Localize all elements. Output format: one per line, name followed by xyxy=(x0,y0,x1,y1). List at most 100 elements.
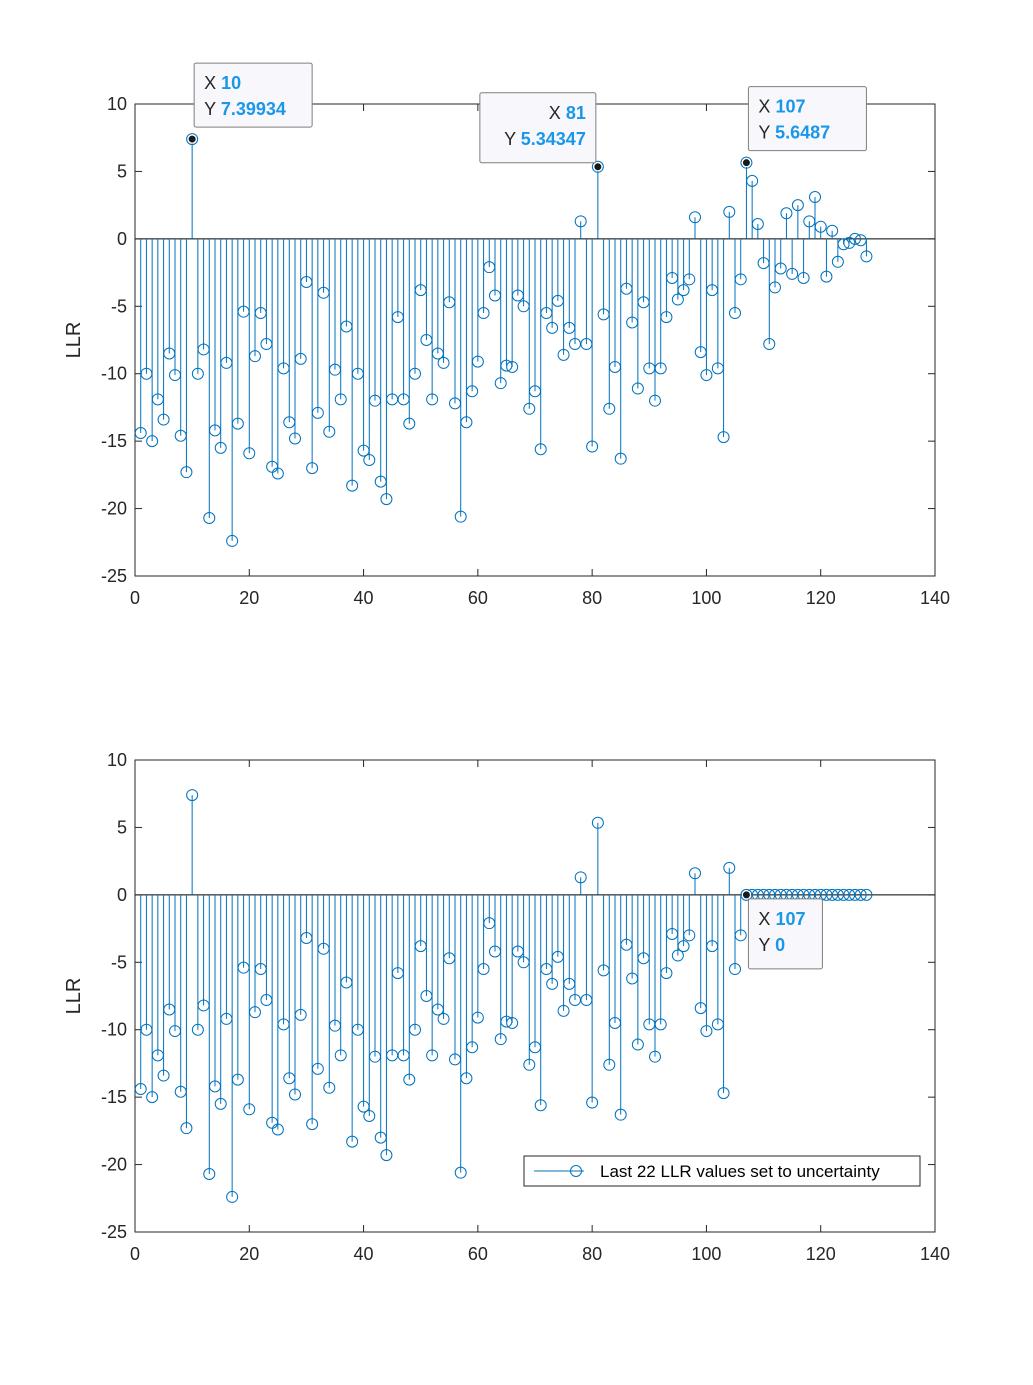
stem-marker xyxy=(729,963,741,976)
stem-marker xyxy=(700,369,713,382)
stem-marker xyxy=(769,281,781,294)
stem-marker xyxy=(380,1149,393,1162)
datatip-value: 81 xyxy=(566,103,586,123)
datatip-axis-label: Y xyxy=(504,129,521,149)
stem-marker xyxy=(214,1097,227,1110)
stem-marker xyxy=(506,360,519,373)
x-tick-label: 40 xyxy=(354,1244,374,1264)
datatip: X 107 Y 0 xyxy=(747,898,823,970)
stem-marker xyxy=(294,352,307,365)
datatip-axis-label: X xyxy=(204,73,221,93)
stem-marker xyxy=(546,321,559,334)
stem-marker xyxy=(649,1050,661,1063)
stem-marker xyxy=(306,1118,319,1131)
datatip-row: X 81 xyxy=(549,103,586,123)
stem-marker xyxy=(683,273,696,286)
stem-marker xyxy=(683,929,696,942)
stem-marker xyxy=(671,949,684,962)
datatip-row: X 107 xyxy=(758,97,805,117)
y-axis-label: LLR xyxy=(63,322,85,359)
stem-marker xyxy=(786,267,799,280)
stem-marker xyxy=(603,402,616,415)
stem-marker xyxy=(860,888,873,901)
stem-marker xyxy=(854,888,867,901)
stem-marker xyxy=(506,1016,519,1029)
stem-marker xyxy=(729,307,741,320)
stem-marker xyxy=(403,417,416,430)
stem-marker xyxy=(746,174,759,187)
stem-marker xyxy=(403,1073,416,1086)
stem-marker xyxy=(614,452,627,465)
stem-marker xyxy=(380,493,393,506)
stem-marker xyxy=(311,1062,324,1075)
y-tick-label: -25 xyxy=(101,566,127,586)
y-axis-label: LLR xyxy=(63,978,85,1015)
stem-marker xyxy=(671,293,684,306)
datatip-row: Y 0 xyxy=(758,935,785,955)
stem-marker xyxy=(226,534,239,547)
stem-marker xyxy=(523,1058,536,1071)
datatip-value: 5.34347 xyxy=(521,129,586,149)
stem-marker xyxy=(649,394,661,407)
stem-marker xyxy=(426,1049,439,1062)
stem-marker xyxy=(146,435,159,448)
stem-marker xyxy=(363,1110,376,1123)
y-tick-label: 5 xyxy=(117,817,127,837)
y-tick-label: -5 xyxy=(111,952,127,972)
stem-marker xyxy=(689,211,701,224)
stem-marker xyxy=(591,816,604,829)
legend-marker xyxy=(570,1165,582,1177)
datatip-value: 107 xyxy=(775,97,805,117)
stem-marker xyxy=(249,350,261,363)
stem-marker xyxy=(586,440,599,453)
x-tick-label: 20 xyxy=(239,1244,259,1264)
datatip-value: 7.39934 xyxy=(221,99,286,119)
stem-marker xyxy=(186,133,199,146)
stem-marker xyxy=(157,1069,170,1082)
y-tick-label: -15 xyxy=(101,1087,127,1107)
datatip: X 81 Y 5.34347 xyxy=(479,92,597,164)
datatip-row: X 10 xyxy=(204,73,241,93)
stem-marker xyxy=(660,311,673,324)
datatip-box xyxy=(193,62,313,128)
datatip-value: 0 xyxy=(775,935,785,955)
stem-marker xyxy=(614,1108,627,1121)
stem-marker xyxy=(723,861,736,874)
y-tick-label: -20 xyxy=(101,499,127,519)
stem-marker xyxy=(837,238,850,251)
stem-marker xyxy=(306,462,319,475)
x-tick-label: 140 xyxy=(920,588,950,608)
legend: Last 22 LLR values set to uncertainty xyxy=(523,1155,921,1187)
stem-marker xyxy=(243,1103,256,1116)
stem-marker xyxy=(426,393,439,406)
y-tick-label: -10 xyxy=(101,364,127,384)
stem-marker xyxy=(740,156,753,169)
stem-marker xyxy=(797,271,810,284)
x-tick-label: 120 xyxy=(806,588,836,608)
y-tick-label: 5 xyxy=(117,161,127,181)
stem-marker xyxy=(311,406,324,419)
datatip-row: X 107 xyxy=(758,909,805,929)
stem-series xyxy=(134,133,873,547)
stem-marker xyxy=(780,207,793,220)
stem-marker xyxy=(574,215,587,228)
stem-marker xyxy=(191,1023,204,1036)
stem-marker xyxy=(249,1006,261,1019)
stem-marker xyxy=(631,1038,644,1051)
stem-marker xyxy=(231,1073,244,1086)
datatip-axis-label: Y xyxy=(758,935,775,955)
stem-marker xyxy=(700,1025,713,1038)
stem-marker xyxy=(134,427,147,440)
stem-marker xyxy=(546,977,559,990)
stem-marker xyxy=(860,250,873,263)
datatip-marker xyxy=(593,162,603,172)
stem-marker xyxy=(454,1166,467,1179)
x-tick-label: 120 xyxy=(806,1244,836,1264)
stem-marker xyxy=(654,362,667,375)
datatip-marker xyxy=(741,890,751,900)
stem-marker xyxy=(631,382,644,395)
x-tick-label: 80 xyxy=(582,1244,602,1264)
